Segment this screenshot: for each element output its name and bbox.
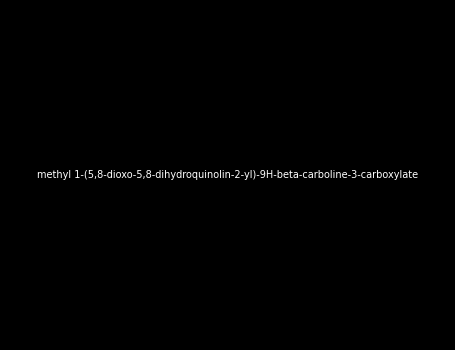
Text: methyl 1-(5,8-dioxo-5,8-dihydroquinolin-2-yl)-9H-beta-carboline-3-carboxylate: methyl 1-(5,8-dioxo-5,8-dihydroquinolin-…	[37, 170, 418, 180]
